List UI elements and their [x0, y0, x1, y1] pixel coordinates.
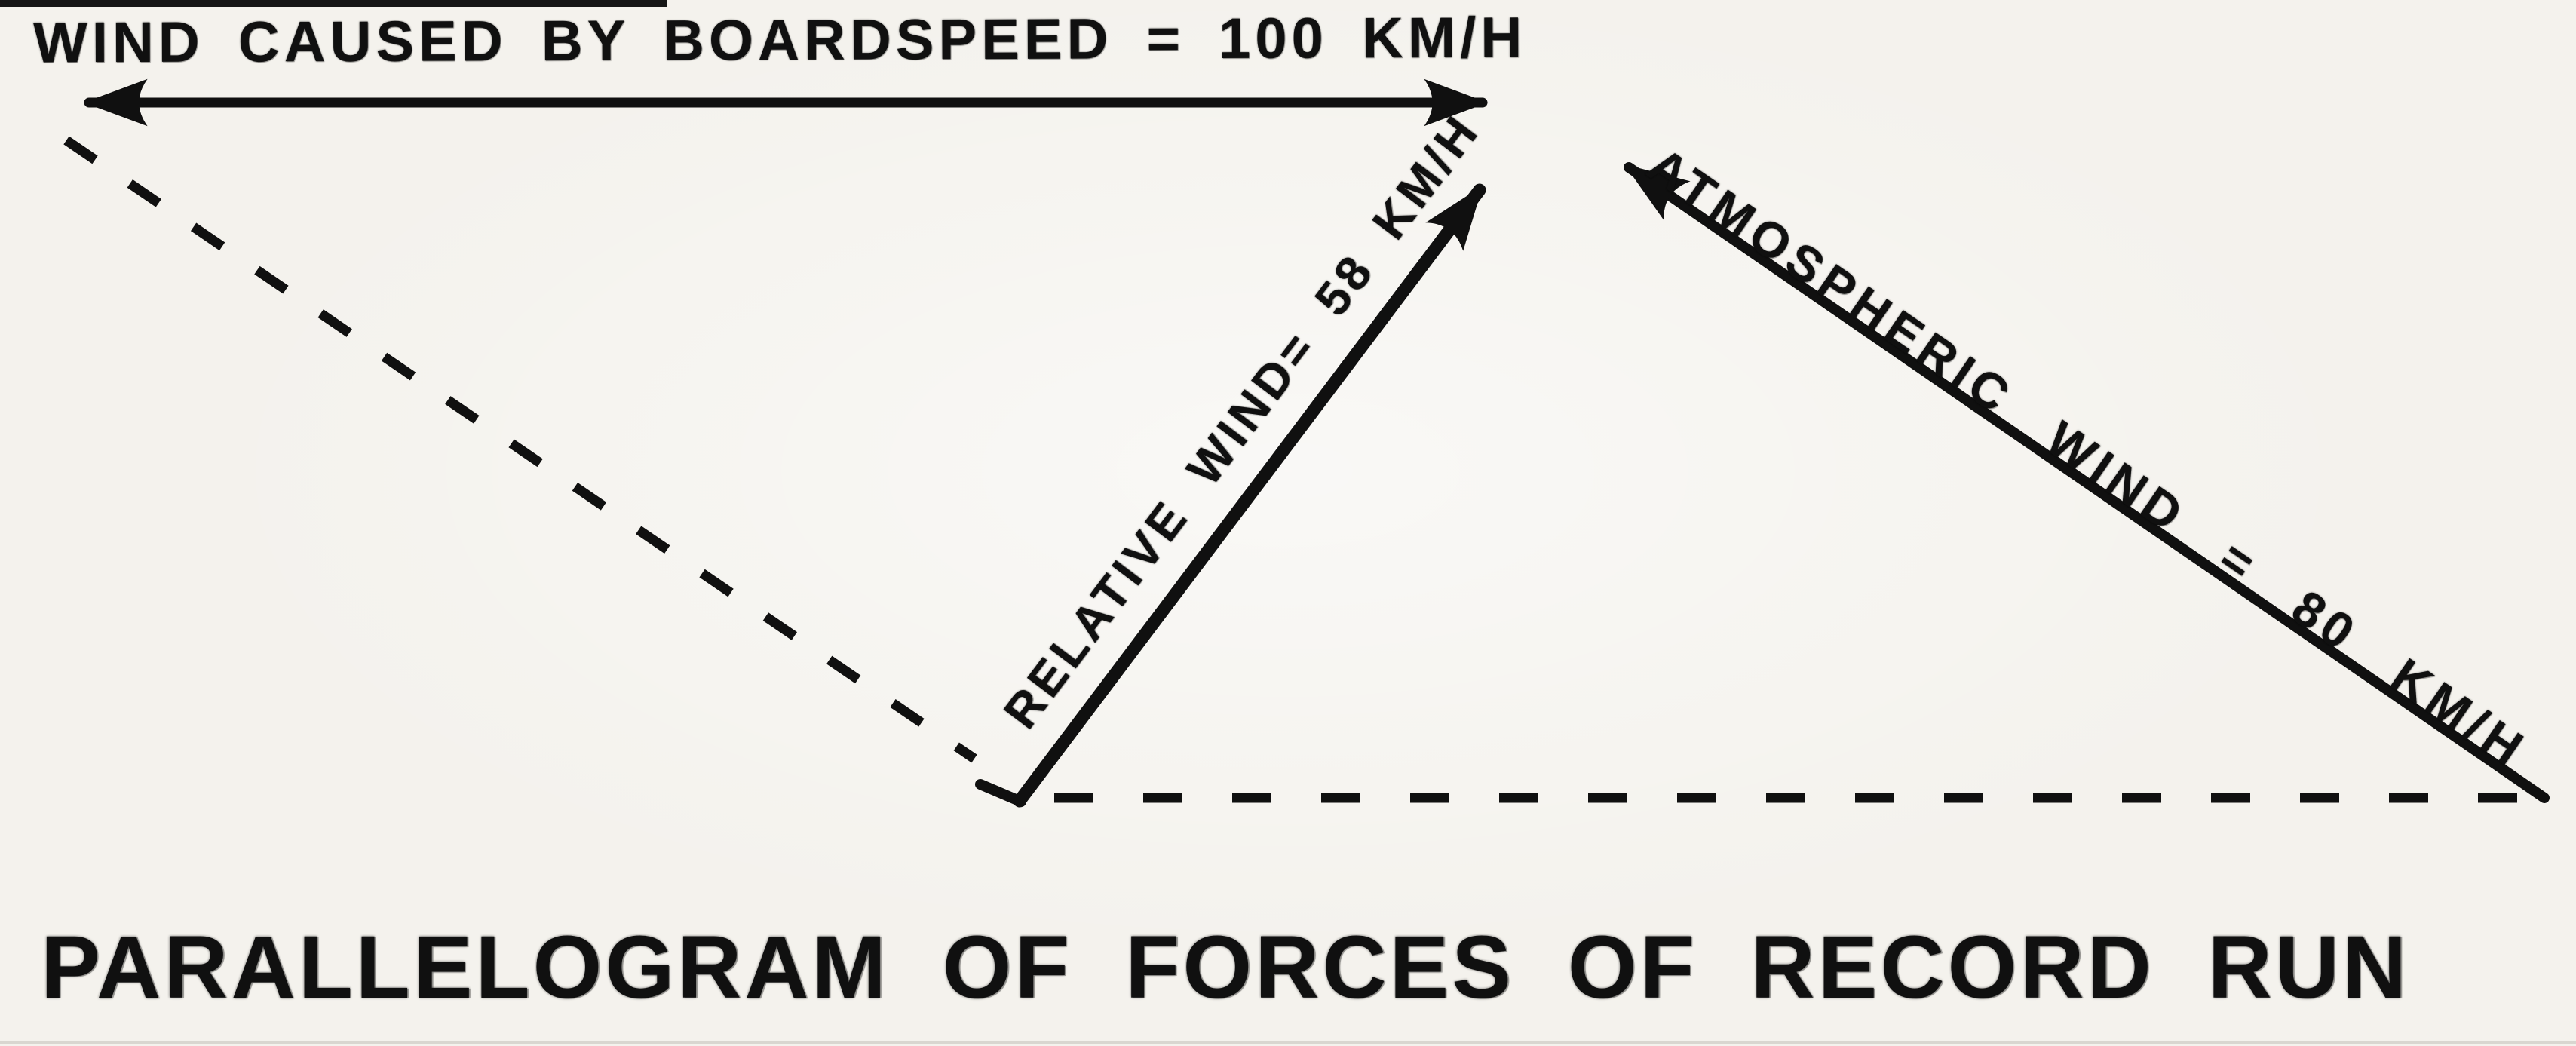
relative-wind-vector-tip-segment — [1480, 121, 1534, 190]
relative-wind-vector — [1013, 183, 1486, 808]
diagram-title: PARALLELOGRAM OF FORCES OF RECORD RUN — [41, 918, 2410, 1017]
construction-line-left-dashed — [63, 136, 977, 763]
atmospheric-wind-vector — [1624, 162, 2550, 803]
scan-edge-artifact-bottom — [0, 1041, 2576, 1044]
board-wind-label: WIND CAUSED BY BOARDSPEED = 100 KM/H — [32, 5, 1527, 75]
scan-edge-artifact-top — [0, 0, 667, 7]
